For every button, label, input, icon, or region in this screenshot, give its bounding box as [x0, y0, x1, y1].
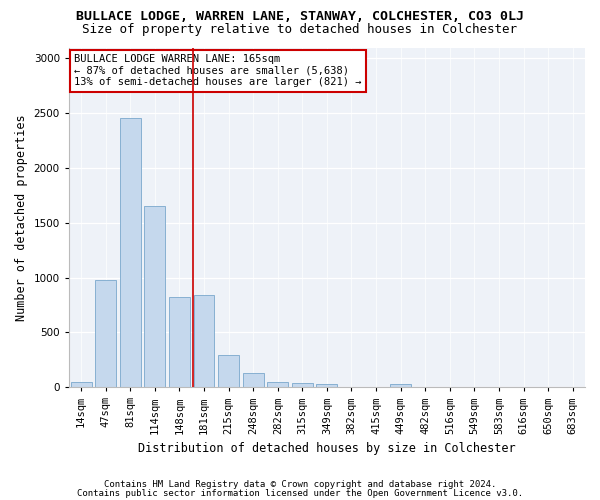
Bar: [292, 383, 313, 387]
Bar: [120, 118, 141, 387]
Bar: [71, 382, 92, 387]
Bar: [268, 382, 288, 387]
Bar: [169, 298, 190, 387]
Text: Size of property relative to detached houses in Colchester: Size of property relative to detached ho…: [83, 22, 517, 36]
Bar: [316, 384, 337, 387]
Bar: [415, 386, 436, 387]
Y-axis label: Number of detached properties: Number of detached properties: [15, 114, 28, 320]
Text: Contains public sector information licensed under the Open Government Licence v3: Contains public sector information licen…: [77, 488, 523, 498]
Text: BULLACE LODGE, WARREN LANE, STANWAY, COLCHESTER, CO3 0LJ: BULLACE LODGE, WARREN LANE, STANWAY, COL…: [76, 10, 524, 23]
Bar: [390, 384, 411, 387]
Bar: [439, 386, 460, 387]
Bar: [243, 373, 263, 387]
Text: Contains HM Land Registry data © Crown copyright and database right 2024.: Contains HM Land Registry data © Crown c…: [104, 480, 496, 489]
Bar: [194, 295, 214, 387]
Bar: [145, 206, 166, 387]
Bar: [341, 386, 362, 387]
X-axis label: Distribution of detached houses by size in Colchester: Distribution of detached houses by size …: [138, 442, 516, 455]
Bar: [365, 386, 386, 387]
Bar: [95, 280, 116, 387]
Text: BULLACE LODGE WARREN LANE: 165sqm
← 87% of detached houses are smaller (5,638)
1: BULLACE LODGE WARREN LANE: 165sqm ← 87% …: [74, 54, 361, 88]
Bar: [218, 356, 239, 387]
